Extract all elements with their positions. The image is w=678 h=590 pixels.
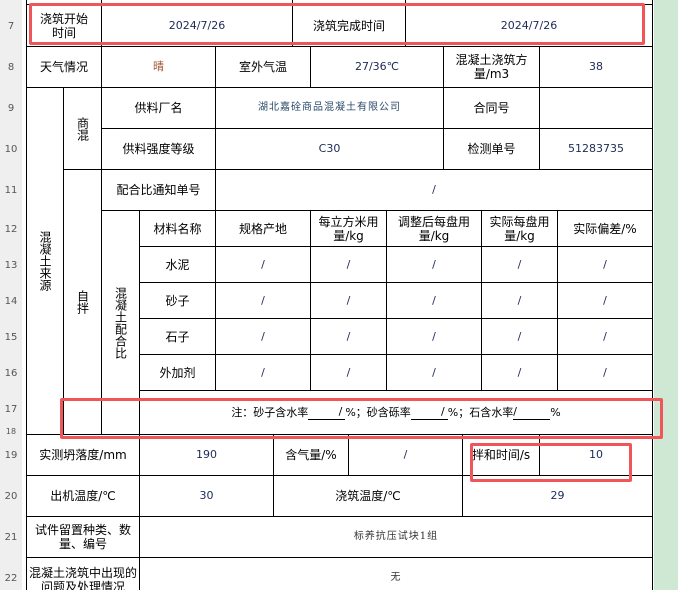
mix-value-cell[interactable]: / [387,283,482,319]
weather-label: 天气情况 [26,47,102,88]
sand-gravel-value[interactable]: / [410,405,448,420]
row-header[interactable]: 19 [0,435,22,477]
outlet-temp-value[interactable]: 30 [140,476,274,517]
row-header[interactable]: 16 [0,355,22,392]
slump-value[interactable]: 190 [140,435,274,476]
weather-value[interactable]: 晴 [102,47,216,88]
supplier-label: 供料厂名 [102,88,216,129]
row-header[interactable]: 17 [0,391,22,428]
mix-value-cell[interactable]: / [387,319,482,355]
mix-value-cell[interactable]: / [311,355,387,391]
mix-ratio-label: 混凝土配合比 [102,211,140,435]
row-header[interactable]: 22 [0,558,22,590]
issues-label: 混凝土浇筑中出现的问题及处理情况 [26,558,140,590]
header-material: 材料名称 [140,211,216,247]
outlet-temp-label: 出机温度/℃ [26,476,140,517]
material-name: 外加剂 [140,355,216,391]
material-name: 石子 [140,319,216,355]
adjacent-column-area [654,0,678,590]
mix-value-cell[interactable]: / [216,319,311,355]
row-header[interactable]: 11 [0,170,22,212]
material-name: 水泥 [140,247,216,283]
pour-end-label: 浇筑完成时间 [293,5,406,47]
mix-value-cell[interactable]: / [387,355,482,391]
pour-temp-value[interactable]: 29 [463,476,653,517]
row-header[interactable]: 20 [0,476,22,518]
mix-value-cell[interactable]: / [558,319,653,355]
grade-value[interactable]: C30 [216,129,444,170]
row-header[interactable]: 12 [0,211,22,248]
mix-value-cell[interactable]: / [216,355,311,391]
test-no-value[interactable]: 51283735 [540,129,653,170]
grade-label: 供料强度等级 [102,129,216,170]
pour-temp-label: 浇筑温度/℃ [274,476,463,517]
air-content-value[interactable]: / [349,435,463,476]
specimen-label: 试件留置种类、数量、编号 [26,517,140,558]
pour-volume-label: 混凝土浇筑方量/m3 [444,47,540,88]
row-header[interactable]: 9 [0,88,22,130]
outdoor-temp-label: 室外气温 [216,47,311,88]
slump-label: 实测坍落度/mm [26,435,140,476]
pour-start-label: 浇筑开始时间 [26,5,102,47]
test-no-label: 检测单号 [444,129,540,170]
header-adjusted: 调整后每盘用量/kg [387,211,482,247]
mix-value-cell[interactable]: / [482,247,558,283]
row-header[interactable]: 15 [0,319,22,356]
mix-value-cell[interactable]: / [558,355,653,391]
mix-value-cell[interactable]: / [311,319,387,355]
mix-value-cell[interactable]: / [311,247,387,283]
material-name: 砂子 [140,283,216,319]
header-actual: 实际每盘用量/kg [482,211,558,247]
row-header[interactable]: 13 [0,247,22,284]
note-sep2: %；石含水率 [447,405,514,419]
row-header[interactable]: 21 [0,517,22,559]
mix-value-cell[interactable]: / [216,283,311,319]
pour-volume-value[interactable]: 38 [540,47,653,88]
self-mix-label: 自拌 [64,170,102,435]
header-deviation: 实际偏差/% [558,211,653,247]
row-header[interactable]: 8 [0,47,22,89]
concrete-source-label: 混凝土来源 [26,88,64,435]
mix-value-cell[interactable]: / [558,283,653,319]
sand-moisture-value[interactable]: / [308,405,346,420]
mix-time-label: 拌和时间/s [463,435,540,476]
mix-value-cell[interactable]: / [482,319,558,355]
mix-value-cell[interactable]: / [216,247,311,283]
note-prefix: 注：砂子含水率 [231,405,309,419]
mix-notice-label: 配合比通知单号 [102,170,216,211]
note-sep1: %；砂含砾率 [345,405,411,419]
mix-value-cell[interactable]: / [558,247,653,283]
issues-value[interactable]: 无 [140,558,653,590]
specimen-value[interactable]: 标养抗压试块1组 [140,517,653,558]
mix-value-cell[interactable]: / [311,283,387,319]
header-spec: 规格产地 [216,211,311,247]
mix-notice-value[interactable]: / [216,170,653,211]
mix-value-cell[interactable]: / [482,355,558,391]
stone-moisture-value[interactable]: / [513,405,551,420]
note-suffix: % [550,405,561,419]
moisture-note: 注：砂子含水率 / %；砂含砾率 / %；石含水率 / % [140,391,653,435]
pour-start-value[interactable]: 2024/7/26 [102,5,293,47]
commercial-mix-label: 商混 [64,88,102,170]
row-header[interactable]: 14 [0,283,22,320]
air-content-label: 含气量/% [274,435,349,476]
contract-label: 合同号 [444,88,540,129]
row-header[interactable]: 7 [0,5,22,48]
outdoor-temp-value[interactable]: 27/36℃ [311,47,444,88]
supplier-value[interactable]: 湖北嘉硂商品混凝土有限公司 [216,88,444,129]
mix-time-value[interactable]: 10 [540,435,653,476]
mix-value-cell[interactable]: / [482,283,558,319]
header-per-m3: 每立方米用量/kg [311,211,387,247]
pour-end-value[interactable]: 2024/7/26 [406,5,653,47]
mix-value-cell[interactable]: / [387,247,482,283]
row-header[interactable]: 10 [0,129,22,171]
contract-value[interactable] [540,88,653,129]
